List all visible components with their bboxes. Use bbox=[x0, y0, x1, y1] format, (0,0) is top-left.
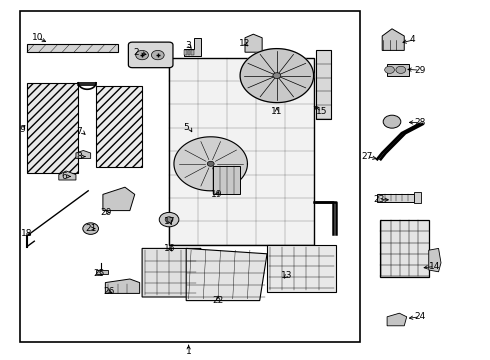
Text: 10: 10 bbox=[32, 33, 43, 42]
Text: 6: 6 bbox=[61, 172, 67, 181]
Bar bbox=[387, 64, 409, 76]
Text: 24: 24 bbox=[414, 312, 425, 321]
Polygon shape bbox=[105, 279, 140, 293]
Text: 22: 22 bbox=[213, 296, 223, 305]
Polygon shape bbox=[184, 38, 201, 56]
Polygon shape bbox=[382, 29, 404, 50]
Bar bbox=[213, 166, 240, 194]
Text: 28: 28 bbox=[414, 118, 425, 127]
Circle shape bbox=[207, 161, 214, 166]
Circle shape bbox=[159, 212, 179, 227]
Polygon shape bbox=[245, 34, 262, 52]
Text: 16: 16 bbox=[164, 244, 175, 253]
Polygon shape bbox=[76, 150, 91, 158]
FancyBboxPatch shape bbox=[128, 42, 173, 68]
Bar bbox=[414, 192, 421, 203]
Text: 1: 1 bbox=[186, 346, 192, 356]
Circle shape bbox=[136, 50, 148, 60]
Text: 9: 9 bbox=[19, 125, 25, 134]
Bar bbox=[191, 50, 194, 55]
Text: 11: 11 bbox=[271, 107, 283, 116]
Text: 29: 29 bbox=[414, 66, 425, 75]
Circle shape bbox=[83, 223, 98, 234]
Text: 17: 17 bbox=[164, 217, 175, 226]
Text: 27: 27 bbox=[361, 152, 372, 161]
Text: 15: 15 bbox=[316, 107, 327, 116]
Text: 25: 25 bbox=[93, 269, 104, 278]
Text: 21: 21 bbox=[86, 224, 97, 233]
Text: 12: 12 bbox=[239, 39, 251, 48]
Circle shape bbox=[151, 50, 164, 60]
Circle shape bbox=[396, 66, 406, 73]
Bar bbox=[377, 194, 414, 202]
Circle shape bbox=[165, 217, 173, 222]
Polygon shape bbox=[174, 137, 247, 191]
Bar bbox=[184, 50, 187, 55]
Polygon shape bbox=[186, 248, 267, 301]
Polygon shape bbox=[103, 187, 135, 211]
Bar bbox=[96, 270, 108, 274]
Text: 2: 2 bbox=[133, 48, 139, 57]
Polygon shape bbox=[142, 248, 201, 297]
Text: 14: 14 bbox=[429, 262, 440, 271]
Text: 19: 19 bbox=[212, 190, 223, 199]
Bar bbox=[27, 44, 118, 52]
Polygon shape bbox=[27, 83, 78, 173]
Polygon shape bbox=[387, 313, 407, 326]
Text: 8: 8 bbox=[76, 152, 82, 161]
Bar bbox=[316, 50, 331, 119]
Text: 13: 13 bbox=[281, 271, 293, 280]
Circle shape bbox=[273, 73, 281, 78]
Polygon shape bbox=[267, 245, 336, 292]
Bar bbox=[380, 220, 429, 277]
Text: 5: 5 bbox=[184, 123, 190, 132]
Circle shape bbox=[385, 66, 394, 73]
Circle shape bbox=[383, 115, 401, 128]
Text: 7: 7 bbox=[76, 127, 82, 136]
Polygon shape bbox=[59, 171, 76, 180]
Text: 23: 23 bbox=[373, 195, 385, 204]
Polygon shape bbox=[429, 248, 441, 272]
Text: 20: 20 bbox=[100, 208, 112, 217]
Polygon shape bbox=[96, 86, 142, 167]
Bar bbox=[169, 58, 314, 245]
Text: 18: 18 bbox=[21, 230, 33, 239]
Text: 26: 26 bbox=[103, 287, 114, 296]
Bar bbox=[20, 11, 360, 342]
Polygon shape bbox=[240, 49, 314, 103]
Bar bbox=[188, 50, 190, 55]
Text: 4: 4 bbox=[409, 35, 415, 44]
Text: 3: 3 bbox=[186, 40, 192, 49]
